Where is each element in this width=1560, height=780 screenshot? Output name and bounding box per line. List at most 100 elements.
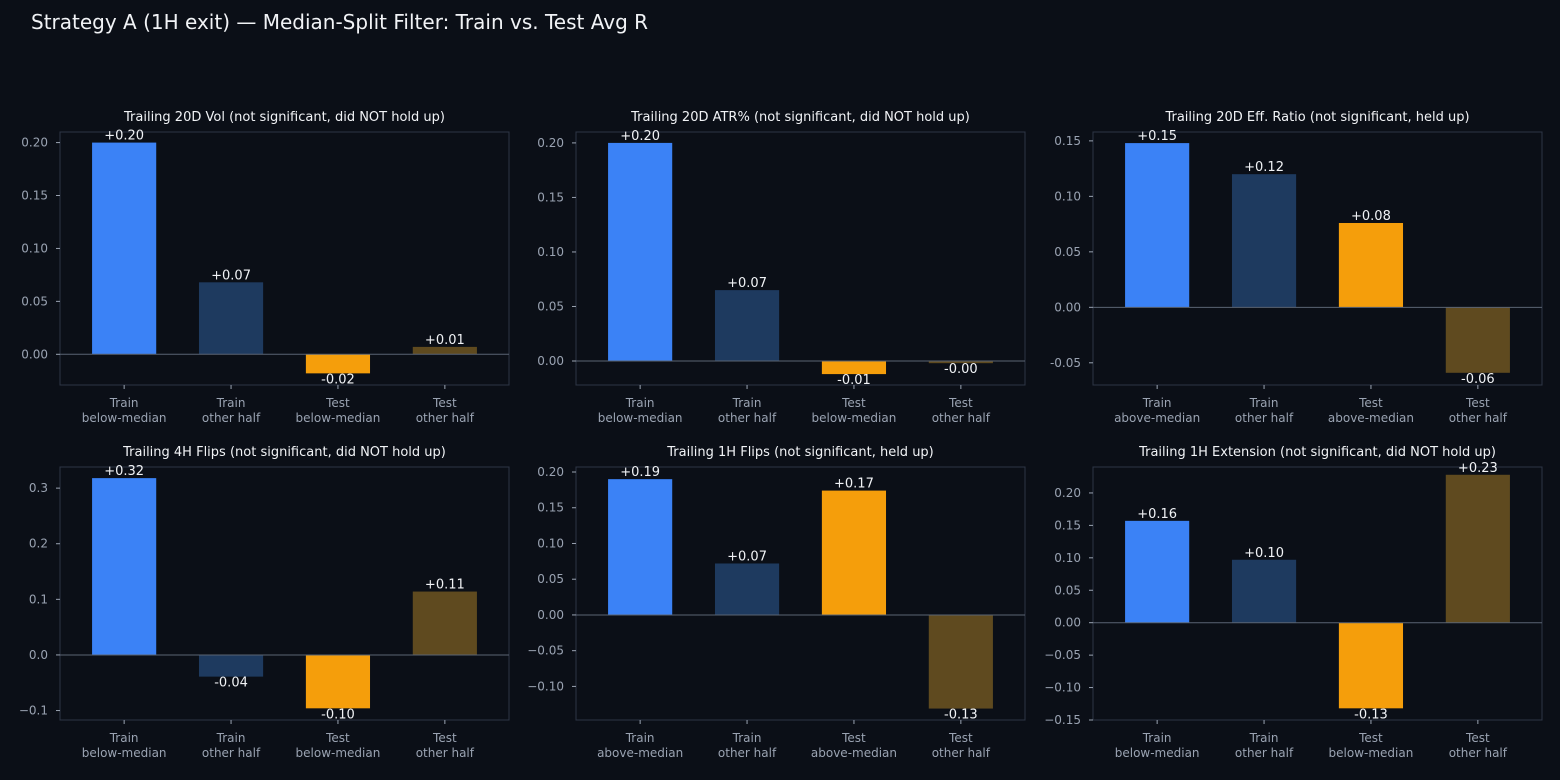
axes-frame — [575, 466, 1026, 721]
bar — [608, 479, 673, 615]
axes-frame — [575, 131, 1026, 386]
y-tick-label: 0.00 — [537, 608, 564, 622]
data-label: +0.20 — [104, 129, 144, 144]
y-tick-label: 0.15 — [21, 189, 48, 203]
x-tick-label: Train below-median — [82, 731, 167, 760]
axes-frame — [59, 466, 510, 721]
chart-title: Trailing 20D Vol (not significant, did N… — [123, 110, 445, 125]
x-tick-label: Train above-median — [597, 731, 683, 760]
bar — [1445, 474, 1510, 623]
data-label: -0.02 — [321, 372, 355, 387]
bar — [714, 290, 780, 362]
bar — [1231, 559, 1297, 623]
y-tick-label: 0.05 — [1054, 583, 1081, 597]
x-tick-label: Test other half — [416, 731, 475, 760]
page-title: Strategy A (1H exit) — Median-Split Filt… — [31, 10, 649, 34]
x-tick-label: Train other half — [1235, 731, 1294, 760]
y-tick-label: 0.3 — [29, 481, 48, 495]
data-label: +0.32 — [104, 464, 144, 479]
data-label: +0.20 — [620, 129, 660, 144]
data-label: +0.08 — [1351, 209, 1391, 224]
y-tick-label: 0.15 — [537, 501, 564, 515]
chart-title: Trailing 20D Eff. Ratio (not significant… — [1164, 110, 1469, 125]
data-label: +0.07 — [211, 268, 251, 283]
axes-frame — [1092, 466, 1543, 721]
chart-title: Trailing 4H Flips (not significant, did … — [122, 445, 446, 460]
bar — [198, 654, 264, 677]
data-label: -0.00 — [944, 362, 978, 377]
data-label: +0.07 — [727, 276, 767, 291]
y-tick-label: 0.00 — [21, 347, 48, 361]
y-tick-label: 0.05 — [537, 572, 564, 586]
y-tick-label: −0.1 — [19, 704, 48, 718]
x-tick-label: Test below-median — [1329, 731, 1414, 760]
y-tick-label: 0.10 — [537, 245, 564, 259]
y-tick-label: 0.00 — [537, 354, 564, 368]
x-tick-label: Test other half — [932, 731, 991, 760]
bar — [1125, 143, 1190, 308]
y-tick-label: 0.15 — [1054, 134, 1081, 148]
bar — [305, 654, 371, 709]
y-tick-label: 0.20 — [21, 136, 48, 150]
data-label: +0.07 — [727, 549, 767, 564]
x-tick-label: Train below-median — [82, 396, 167, 425]
x-tick-label: Train other half — [718, 396, 777, 425]
y-tick-label: −0.10 — [1044, 681, 1081, 695]
chart-panel: Trailing 20D Vol (not significant, did N… — [21, 110, 510, 425]
y-tick-label: 0.15 — [1054, 518, 1081, 532]
bar — [1445, 307, 1510, 373]
bar — [198, 282, 264, 355]
chart-title: Trailing 20D ATR% (not significant, did … — [630, 110, 970, 125]
y-tick-label: 0.20 — [537, 136, 564, 150]
y-tick-label: 0.10 — [537, 536, 564, 550]
bar — [412, 346, 477, 355]
y-tick-label: 0.1 — [29, 592, 48, 606]
y-tick-label: −0.15 — [1044, 713, 1081, 727]
data-label: +0.11 — [425, 578, 465, 593]
bar — [412, 591, 477, 655]
x-tick-label: Test below-median — [296, 396, 381, 425]
data-label: -0.06 — [1461, 372, 1495, 387]
y-tick-label: 0.05 — [21, 294, 48, 308]
x-tick-label: Train other half — [202, 731, 261, 760]
data-label: -0.10 — [321, 707, 355, 722]
y-tick-label: 0.10 — [1054, 189, 1081, 203]
y-tick-label: -0.05 — [1050, 356, 1081, 370]
x-tick-label: Train above-median — [1114, 396, 1200, 425]
bar — [1338, 622, 1404, 709]
x-tick-label: Test other half — [1449, 731, 1508, 760]
data-label: +0.16 — [1137, 507, 1177, 522]
axes-frame — [1092, 131, 1543, 386]
bar — [821, 361, 887, 375]
chart-panel: Trailing 1H Flips (not significant, held… — [527, 445, 1026, 760]
x-tick-label: Test below-median — [296, 731, 381, 760]
data-label: +0.10 — [1244, 546, 1284, 561]
x-tick-label: Test above-median — [1328, 396, 1414, 425]
data-label: -0.13 — [944, 708, 978, 723]
bar — [305, 354, 371, 374]
chart-title: Trailing 1H Flips (not significant, held… — [666, 445, 934, 460]
data-label: +0.23 — [1458, 461, 1498, 476]
bar — [714, 563, 780, 615]
y-tick-label: 0.00 — [1054, 300, 1081, 314]
y-tick-label: 0.20 — [1054, 486, 1081, 500]
bar — [92, 142, 157, 355]
data-label: +0.01 — [425, 333, 465, 348]
chart-panel: Trailing 1H Extension (not significant, … — [1044, 445, 1543, 760]
data-label: -0.04 — [214, 676, 248, 691]
data-label: +0.17 — [834, 477, 874, 492]
y-tick-label: 0.05 — [537, 299, 564, 313]
y-tick-label: −0.05 — [527, 644, 564, 658]
y-tick-label: 0.0 — [29, 648, 48, 662]
data-label: +0.15 — [1137, 129, 1177, 144]
data-label: -0.01 — [837, 373, 871, 388]
data-label: +0.12 — [1244, 160, 1284, 175]
y-tick-label: 0.05 — [1054, 245, 1081, 259]
bar — [928, 614, 993, 709]
y-tick-label: 0.10 — [1054, 551, 1081, 565]
chart-panel: Trailing 4H Flips (not significant, did … — [19, 445, 510, 760]
y-tick-label: 0.15 — [537, 190, 564, 204]
x-tick-label: Test above-median — [811, 731, 897, 760]
bar — [1338, 222, 1404, 308]
